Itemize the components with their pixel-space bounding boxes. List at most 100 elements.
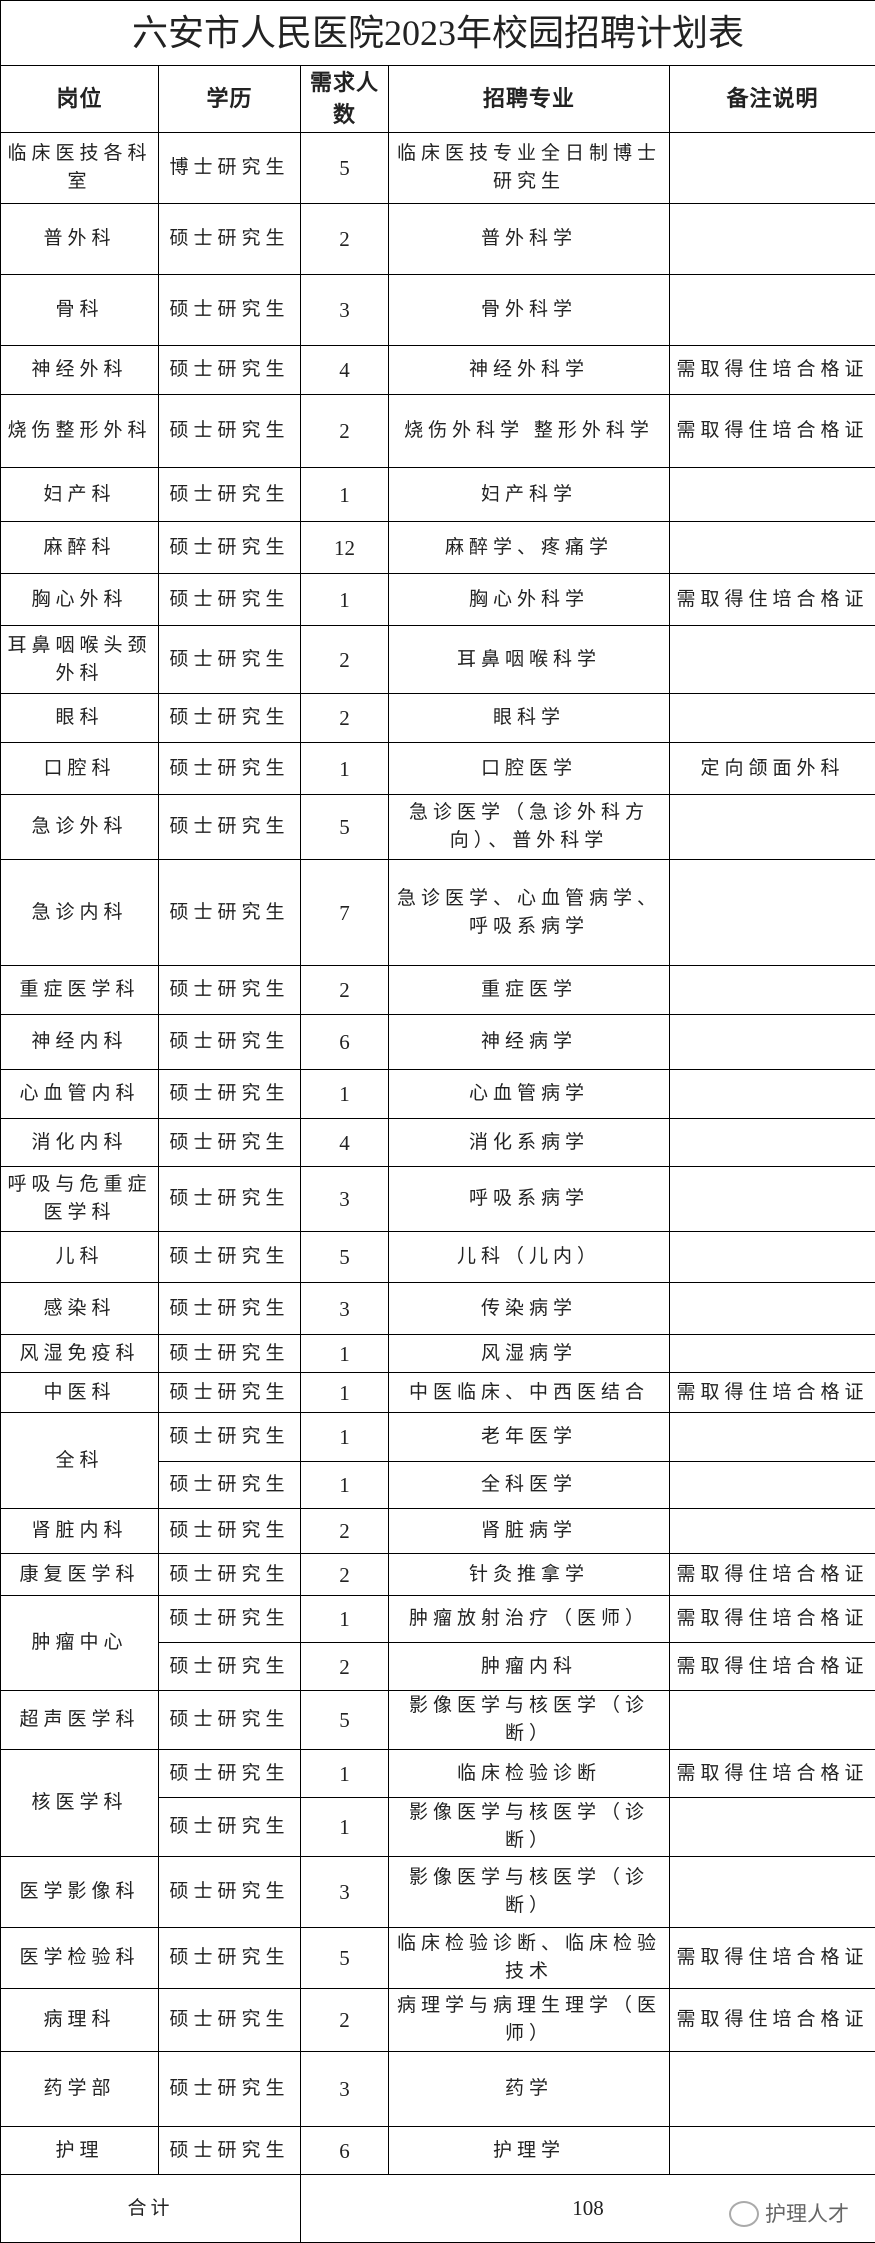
- post-cell: 儿科: [1, 1232, 159, 1283]
- education-cell: 硕士研究生: [159, 1554, 301, 1596]
- education-cell: 硕士研究生: [159, 694, 301, 743]
- post-cell: 病理科: [1, 1989, 159, 2052]
- education-cell: 硕士研究生: [159, 1070, 301, 1119]
- note-cell: 需取得住培合格证: [670, 1373, 875, 1413]
- note-cell: [670, 1462, 875, 1509]
- major-cell: 消化系病学: [389, 1119, 670, 1167]
- education-cell: 硕士研究生: [159, 1691, 301, 1750]
- major-cell: 临床检验诊断、临床检验技术: [389, 1928, 670, 1989]
- count-cell: 1: [301, 1070, 389, 1119]
- major-cell: 急诊医学（急诊外科方向）、普外科学: [389, 795, 670, 860]
- post-cell: 麻醉科: [1, 522, 159, 574]
- count-cell: 5: [301, 795, 389, 860]
- count-cell: 6: [301, 1015, 389, 1070]
- note-cell: [670, 1167, 875, 1232]
- note-cell: [670, 1232, 875, 1283]
- total-label: 合计: [1, 2175, 301, 2243]
- post-cell: 风湿免疫科: [1, 1335, 159, 1373]
- note-cell: [670, 860, 875, 966]
- page-title: 六安市人民医院2023年校园招聘计划表: [1, 1, 875, 66]
- post-cell: 中医科: [1, 1373, 159, 1413]
- education-cell: 硕士研究生: [159, 1167, 301, 1232]
- count-cell: 3: [301, 1857, 389, 1928]
- major-cell: 心血管病学: [389, 1070, 670, 1119]
- education-cell: 硕士研究生: [159, 1596, 301, 1643]
- post-cell: 消化内科: [1, 1119, 159, 1167]
- note-cell: 定向颌面外科: [670, 743, 875, 795]
- post-cell: 肿瘤中心: [1, 1596, 159, 1691]
- count-cell: 3: [301, 275, 389, 346]
- post-cell: 感染科: [1, 1283, 159, 1335]
- education-cell: 硕士研究生: [159, 1643, 301, 1691]
- count-cell: 2: [301, 1509, 389, 1554]
- post-cell: 骨科: [1, 275, 159, 346]
- count-cell: 2: [301, 1989, 389, 2052]
- education-cell: 硕士研究生: [159, 1232, 301, 1283]
- major-cell: 普外科学: [389, 204, 670, 275]
- education-cell: 硕士研究生: [159, 966, 301, 1015]
- note-cell: [670, 1691, 875, 1750]
- education-cell: 硕士研究生: [159, 204, 301, 275]
- wechat-icon: [729, 2201, 759, 2227]
- note-cell: 需取得住培合格证: [670, 1643, 875, 1691]
- education-cell: 硕士研究生: [159, 1283, 301, 1335]
- education-cell: 硕士研究生: [159, 395, 301, 468]
- post-cell: 呼吸与危重症医学科: [1, 1167, 159, 1232]
- post-cell: 全科: [1, 1413, 159, 1509]
- note-cell: [670, 1335, 875, 1373]
- major-cell: 肿瘤内科: [389, 1643, 670, 1691]
- count-cell: 2: [301, 1643, 389, 1691]
- total-row: 合计 108 护理人才: [1, 2175, 875, 2243]
- education-cell: 硕士研究生: [159, 1989, 301, 2052]
- count-cell: 2: [301, 1554, 389, 1596]
- education-cell: 硕士研究生: [159, 1928, 301, 1989]
- note-cell: [670, 1798, 875, 1857]
- education-cell: 硕士研究生: [159, 468, 301, 522]
- major-cell: 耳鼻咽喉科学: [389, 626, 670, 694]
- education-cell: 硕士研究生: [159, 795, 301, 860]
- major-cell: 眼科学: [389, 694, 670, 743]
- post-cell: 核医学科: [1, 1750, 159, 1857]
- count-cell: 1: [301, 1462, 389, 1509]
- post-cell: 护理: [1, 2127, 159, 2175]
- major-cell: 全科医学: [389, 1462, 670, 1509]
- header-post: 岗位: [1, 66, 159, 133]
- note-cell: [670, 275, 875, 346]
- post-cell: 医学影像科: [1, 1857, 159, 1928]
- post-cell: 普外科: [1, 204, 159, 275]
- note-cell: [670, 1119, 875, 1167]
- note-cell: [670, 966, 875, 1015]
- note-cell: [670, 2052, 875, 2127]
- post-cell: 重症医学科: [1, 966, 159, 1015]
- major-cell: 神经病学: [389, 1015, 670, 1070]
- note-cell: [670, 1509, 875, 1554]
- education-cell: 硕士研究生: [159, 1462, 301, 1509]
- note-cell: [670, 694, 875, 743]
- major-cell: 烧伤外科学 整形外科学: [389, 395, 670, 468]
- count-cell: 3: [301, 1167, 389, 1232]
- note-cell: 需取得住培合格证: [670, 1928, 875, 1989]
- post-cell: 眼科: [1, 694, 159, 743]
- major-cell: 影像医学与核医学（诊断）: [389, 1691, 670, 1750]
- note-cell: [670, 626, 875, 694]
- post-cell: 耳鼻咽喉头颈外科: [1, 626, 159, 694]
- post-cell: 超声医学科: [1, 1691, 159, 1750]
- education-cell: 硕士研究生: [159, 1015, 301, 1070]
- education-cell: 硕士研究生: [159, 626, 301, 694]
- education-cell: 硕士研究生: [159, 574, 301, 626]
- major-cell: 影像医学与核医学（诊断）: [389, 1857, 670, 1928]
- note-cell: 需取得住培合格证: [670, 1596, 875, 1643]
